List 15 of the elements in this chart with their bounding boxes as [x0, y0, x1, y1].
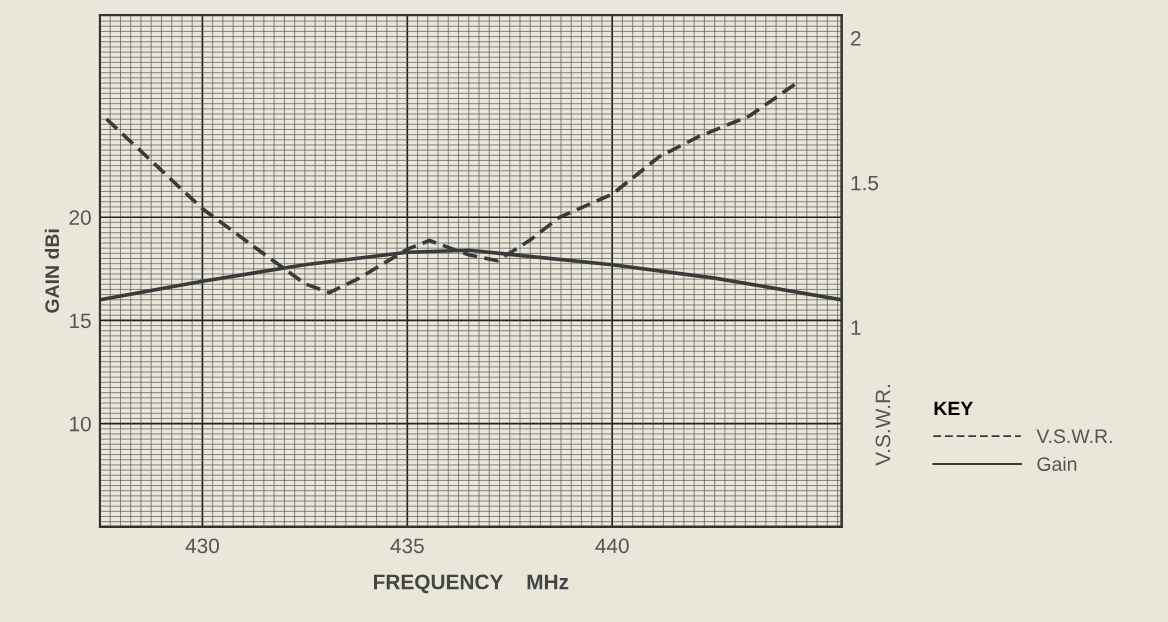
- y2-tick-label: 1: [851, 320, 861, 335]
- x-tick-label: 435: [390, 538, 424, 554]
- y-tick-label: 15: [70, 313, 91, 329]
- y-tick-label: 20: [69, 210, 91, 225]
- x-axis-title: FREQUENCY MHz: [374, 574, 569, 594]
- x-tick-label: 430: [185, 538, 219, 554]
- legend-label: V.S.W.R.: [1036, 429, 1112, 444]
- y-tick-label: 10: [70, 416, 91, 432]
- legend-title: KEY: [934, 401, 973, 416]
- legend-label: Gain: [1037, 456, 1077, 471]
- y-axis-title: GAIN dBi: [44, 229, 60, 313]
- x-tick-label: 440: [595, 538, 629, 554]
- y2-tick-label: 2: [851, 31, 861, 46]
- y2-axis-title: V.S.W.R.: [875, 385, 891, 466]
- y2-tick-label: 1.5: [851, 175, 879, 191]
